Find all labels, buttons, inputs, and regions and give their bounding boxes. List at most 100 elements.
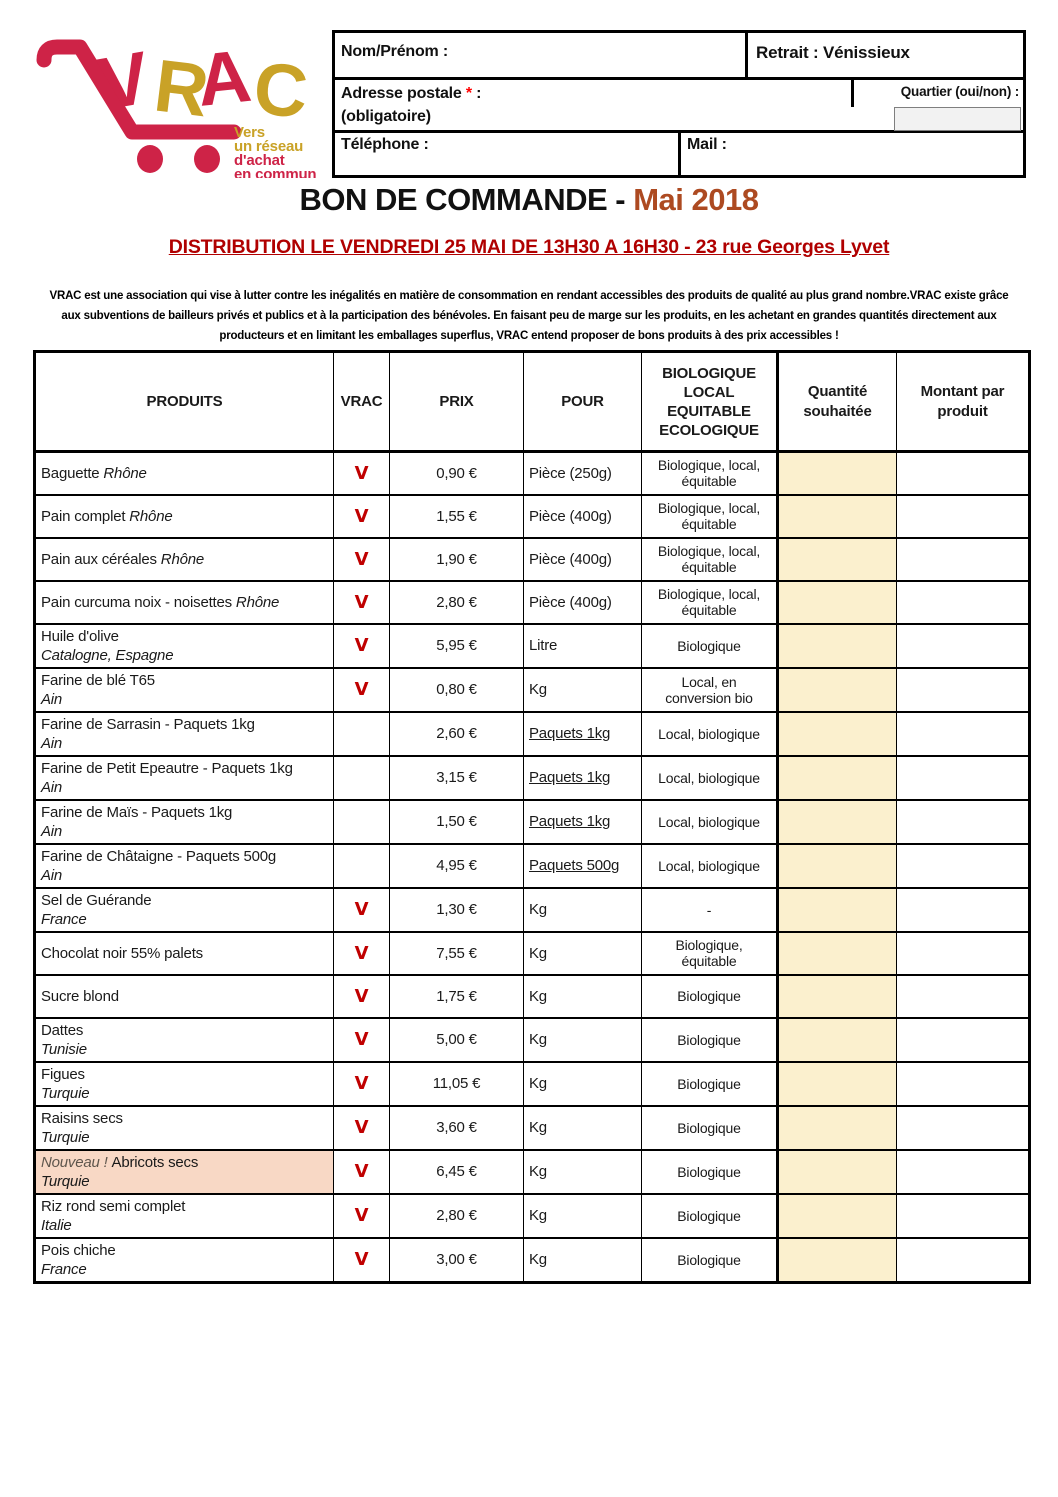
price-cell: 1,55 € xyxy=(389,493,524,538)
amount-input-cell[interactable] xyxy=(896,450,1030,495)
price-cell: 11,05 € xyxy=(389,1060,524,1106)
bio-label-cell: Biologique xyxy=(641,622,778,668)
amount-input-cell[interactable] xyxy=(896,493,1030,538)
quantity-input-cell[interactable] xyxy=(776,842,897,888)
unit-cell: Paquets 500g xyxy=(523,842,642,888)
header-bio-line: ECOLOGIQUE xyxy=(659,421,759,439)
vrac-check-cell: V xyxy=(333,1060,390,1106)
quantity-input-cell[interactable] xyxy=(776,886,897,932)
product-cell: Dattes Tunisie xyxy=(34,1016,334,1062)
product-name: Farine de Petit Epeautre - Paquets 1kg xyxy=(41,759,293,777)
amount-input-cell[interactable] xyxy=(896,1236,1030,1282)
product-origin: Turquie xyxy=(41,1128,90,1146)
amount-input-cell[interactable] xyxy=(896,1104,1030,1150)
amount-input-cell[interactable] xyxy=(896,798,1030,844)
amount-input-cell[interactable] xyxy=(896,1016,1030,1062)
name-field[interactable]: Nom/Prénom : xyxy=(335,33,748,77)
quantity-input-cell[interactable] xyxy=(776,536,897,581)
product-cell: Farine de blé T65 Ain xyxy=(34,666,334,712)
quantity-input-cell[interactable] xyxy=(776,450,897,495)
logo-tagline-line: Vers xyxy=(234,124,265,141)
address-required-note: (obligatoire) xyxy=(341,108,431,126)
bio-label-cell: Biologique xyxy=(641,1016,778,1062)
address-field[interactable]: Adresse postale * : (obligatoire) xyxy=(335,80,1023,128)
header-prix: PRIX xyxy=(389,351,524,453)
product-name: Farine de Maïs - Paquets 1kg xyxy=(41,803,233,821)
product-name: Raisins secs xyxy=(41,1109,123,1127)
product-cell: Pain complet Rhône xyxy=(34,493,334,538)
table-row: Raisins secs Turquie V 3,60 € Kg Biologi… xyxy=(34,1104,1030,1150)
unit-cell: Pièce (400g) xyxy=(523,579,642,624)
product-name: Pois chiche xyxy=(41,1241,116,1259)
table-row: Figues Turquie V 11,05 € Kg Biologique xyxy=(34,1060,1030,1106)
bio-label-cell: Biologique, local, équitable xyxy=(641,536,778,581)
quantity-input-cell[interactable] xyxy=(776,1236,897,1282)
amount-input-cell[interactable] xyxy=(896,886,1030,932)
product-name: Sel de Guérande xyxy=(41,891,152,909)
unit-cell: Paquets 1kg xyxy=(523,754,642,800)
product-cell: Figues Turquie xyxy=(34,1060,334,1106)
logo-letter: V xyxy=(92,35,155,125)
price-cell: 5,95 € xyxy=(389,622,524,668)
bio-label-cell: Local, biologique xyxy=(641,842,778,888)
product-name: Farine de blé T65 xyxy=(41,671,155,689)
amount-input-cell[interactable] xyxy=(896,579,1030,624)
product-origin: Turquie xyxy=(41,1084,90,1102)
product-origin: Ain xyxy=(41,690,63,708)
logo-tagline-line: un réseau xyxy=(234,138,303,155)
shopping-cart-logo-icon: V R A C Vers un réseau d'achat en commun xyxy=(36,34,317,183)
quantity-input-cell[interactable] xyxy=(776,930,897,975)
product-name: Huile d'olive xyxy=(41,627,119,645)
quantity-input-cell[interactable] xyxy=(776,973,897,1018)
amount-input-cell[interactable] xyxy=(896,1192,1030,1238)
quantity-input-cell[interactable] xyxy=(776,1016,897,1062)
quantity-input-cell[interactable] xyxy=(776,579,897,624)
product-name: Chocolat noir 55% palets xyxy=(41,944,203,962)
table-header-row: PRODUITS VRAC PRIX POUR BIOLOGIQUE LOCAL… xyxy=(34,351,1030,453)
product-origin: Ain xyxy=(41,822,63,840)
amount-input-cell[interactable] xyxy=(896,622,1030,668)
quantity-input-cell[interactable] xyxy=(776,1060,897,1106)
unit-cell: Pièce (400g) xyxy=(523,493,642,538)
vrac-check-cell: V xyxy=(333,886,390,932)
product-cell: Baguette Rhône xyxy=(34,450,334,495)
quantity-input-cell[interactable] xyxy=(776,710,897,756)
amount-input-cell[interactable] xyxy=(896,842,1030,888)
amount-input-cell[interactable] xyxy=(896,536,1030,581)
amount-input-cell[interactable] xyxy=(896,1148,1030,1194)
quantity-input-cell[interactable] xyxy=(776,1104,897,1150)
vrac-check-cell: V xyxy=(333,622,390,668)
amount-input-cell[interactable] xyxy=(896,973,1030,1018)
price-cell: 0,80 € xyxy=(389,666,524,712)
quantity-input-cell[interactable] xyxy=(776,754,897,800)
amount-input-cell[interactable] xyxy=(896,754,1030,800)
quantity-input-cell[interactable] xyxy=(776,666,897,712)
quantity-input-cell[interactable] xyxy=(776,1148,897,1194)
bio-label-cell: Biologique xyxy=(641,1192,778,1238)
product-cell: Farine de Maïs - Paquets 1kg Ain xyxy=(34,798,334,844)
header-bio-line: BIOLOGIQUE xyxy=(662,364,756,382)
product-cell: Riz rond semi complet Italie xyxy=(34,1192,334,1238)
unit-cell: Kg xyxy=(523,973,642,1018)
address-colon: : xyxy=(471,85,482,102)
unit-cell: Kg xyxy=(523,666,642,712)
quantity-input-cell[interactable] xyxy=(776,1192,897,1238)
product-cell: Raisins secs Turquie xyxy=(34,1104,334,1150)
table-row: Huile d'olive Catalogne, Espagne V 5,95 … xyxy=(34,622,1030,668)
vrac-check-cell: V xyxy=(333,493,390,538)
mail-field[interactable]: Mail : xyxy=(681,133,1023,175)
amount-input-cell[interactable] xyxy=(896,930,1030,975)
required-asterisk: * xyxy=(465,85,472,102)
product-origin: Ain xyxy=(41,866,63,884)
vrac-check-cell: V xyxy=(333,666,390,712)
quantity-input-cell[interactable] xyxy=(776,493,897,538)
amount-input-cell[interactable] xyxy=(896,710,1030,756)
quantity-input-cell[interactable] xyxy=(776,622,897,668)
amount-input-cell[interactable] xyxy=(896,666,1030,712)
amount-input-cell[interactable] xyxy=(896,1060,1030,1106)
phone-field[interactable]: Téléphone : xyxy=(335,133,681,175)
quantity-input-cell[interactable] xyxy=(776,798,897,844)
product-name: Farine de Sarrasin - Paquets 1kg xyxy=(41,715,255,733)
quartier-input[interactable] xyxy=(894,107,1021,131)
